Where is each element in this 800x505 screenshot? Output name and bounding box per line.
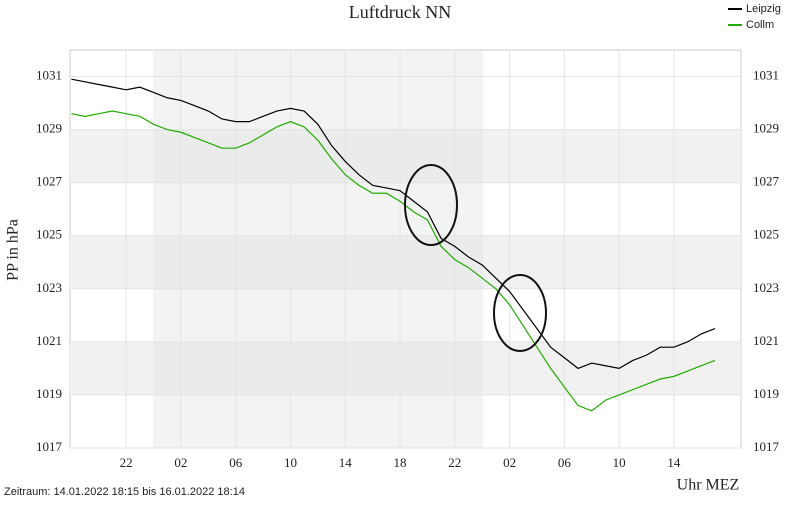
y-axis-label: PP in hPa	[5, 219, 22, 281]
y-tick-label: 1023	[36, 280, 62, 295]
x-tick-label: 22	[120, 455, 133, 470]
x-tick-label: 06	[558, 455, 572, 470]
grid-band	[70, 129, 741, 183]
x-tick-label: 18	[394, 455, 407, 470]
y-tick-label: 1019	[36, 386, 62, 401]
y-tick-label-right: 1017	[753, 439, 780, 454]
night-shading	[153, 50, 483, 448]
y-tick-label-right: 1019	[753, 386, 779, 401]
x-tick-label: 22	[448, 455, 461, 470]
y-tick-label: 1029	[36, 121, 62, 136]
annotation-circle	[404, 164, 458, 246]
x-tick-label: 14	[667, 455, 681, 470]
x-tick-label: 10	[613, 455, 626, 470]
y-tick-label-right: 1025	[753, 227, 779, 242]
y-tick-label-right: 1021	[753, 333, 779, 348]
x-tick-label: 02	[174, 455, 187, 470]
x-axis-label: Uhr MEZ	[677, 477, 740, 494]
y-tick-label-right: 1029	[753, 121, 779, 136]
x-tick-label: 02	[503, 455, 516, 470]
legend-label: Leipzig	[746, 3, 781, 15]
x-tick-label: 06	[229, 455, 243, 470]
x-tick-label: 14	[339, 455, 353, 470]
series-line	[71, 78, 716, 370]
footer: Zeitraum: 14.01.2022 18:15 bis 16.01.202…	[4, 486, 245, 498]
y-tick-label: 1025	[36, 227, 62, 242]
x-tick-label: 10	[284, 455, 297, 470]
grid-band	[70, 235, 741, 289]
y-tick-label: 1021	[36, 333, 62, 348]
y-tick-label-right: 1023	[753, 280, 779, 295]
chart-title: Luftdruck NN	[349, 2, 451, 22]
y-tick-label-right: 1031	[753, 68, 779, 83]
y-tick-label: 1027	[36, 174, 63, 189]
legend-label: Collm	[746, 19, 774, 31]
y-tick-label: 1031	[36, 68, 62, 83]
y-tick-label: 1017	[36, 439, 63, 454]
annotation-circle	[493, 274, 547, 352]
y-tick-label-right: 1027	[753, 174, 780, 189]
grid-band	[70, 341, 741, 395]
series-line	[71, 110, 716, 412]
